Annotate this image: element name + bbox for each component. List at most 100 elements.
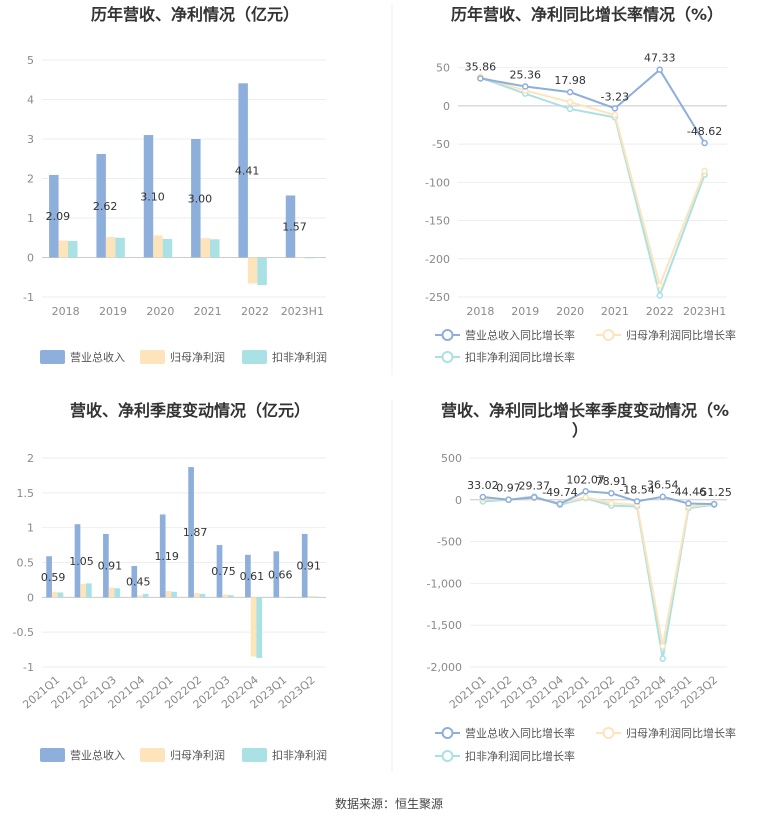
legend-label: 归母净利润	[170, 350, 225, 364]
bar-net-profit	[153, 235, 163, 258]
y-tick-label: 1	[27, 212, 34, 225]
x-tick-label: 2023H1	[281, 305, 324, 318]
bar-value-label: 0.75	[211, 565, 236, 578]
series-point-1	[608, 499, 615, 507]
data-source-note: 数据来源：恒生聚源	[335, 796, 443, 811]
bar-net-profit	[105, 236, 116, 258]
bar-value-label: 1.57	[282, 220, 307, 233]
y-tick-label: 0	[455, 494, 462, 507]
series-line-1	[480, 75, 706, 289]
bar-deducted-profit	[68, 240, 78, 258]
x-tick-label: 2019	[99, 305, 127, 318]
bar-net-profit	[247, 257, 258, 284]
bar-revenue	[238, 83, 248, 258]
bar-value-label: 1.05	[69, 555, 94, 568]
series-point-0	[531, 494, 538, 501]
y-tick-label: 4	[27, 94, 34, 107]
legend-marker	[602, 329, 615, 341]
legend-marker	[441, 750, 454, 762]
bar-net-profit	[250, 597, 257, 657]
point-value-label: 25.36	[510, 68, 542, 81]
series-line-1	[482, 496, 715, 647]
legend-label: 营业总收入	[70, 350, 125, 364]
point-value-label: 0.97	[496, 482, 521, 495]
bar-revenue	[96, 154, 106, 258]
series-point-1	[659, 642, 666, 650]
bar-net-profit	[165, 591, 172, 598]
bar-deducted-profit	[284, 597, 291, 598]
y-tick-label: -1	[23, 291, 34, 304]
series-point-2	[656, 292, 663, 299]
y-tick-label: -150	[425, 215, 450, 228]
bar-value-label: 0.91	[98, 560, 123, 573]
legend-marker	[441, 351, 454, 363]
series-point-1	[656, 282, 663, 289]
bar-net-profit	[137, 595, 143, 598]
bar-value-label: 3.00	[188, 192, 213, 205]
chart1-title: 历年营收、净利情况（亿元）	[91, 5, 299, 24]
y-tick-label: 0	[27, 252, 34, 265]
chart2-title: 历年营收、净利同比增长率情况（%）	[451, 5, 723, 24]
chart2-growth-annual: 50 0 -50 -100 -150 -200 -250 2018 2019 2020 2021 20…	[425, 52, 736, 364]
y-tick-label: -1,500	[427, 619, 462, 632]
series-line-0	[480, 68, 706, 144]
bar-value-label: 2.62	[93, 200, 118, 213]
bar-value-label: 0.59	[41, 571, 66, 584]
bar-revenue	[159, 514, 166, 598]
bar-revenue	[103, 533, 109, 598]
point-value-label: 29.37	[519, 479, 551, 492]
legend-label: 扣非净利润同比增长率	[465, 350, 575, 364]
x-tick-label: 2021	[194, 305, 222, 318]
bar-revenue	[46, 556, 52, 598]
legend-label: 扣非净利润同比增长率	[465, 749, 575, 763]
point-value-label: 35.86	[465, 60, 497, 73]
legend-label: 归母净利润	[170, 748, 225, 762]
series-point-1	[566, 98, 574, 106]
chart3-title: 营收、净利季度变动情况（亿元）	[70, 401, 310, 420]
chart4-growth-quarterly: 5000-500-1,000-1,500-2,0002021Q12021Q220…	[427, 452, 736, 763]
point-value-label: -3.23	[601, 90, 629, 103]
series-point-1	[582, 494, 589, 501]
point-value-label: 33.02	[467, 479, 499, 492]
bar-net-profit	[193, 593, 200, 598]
bar-value-label: 0.45	[126, 576, 151, 589]
y-tick-label: -0.5	[13, 626, 34, 639]
point-value-label: -48.62	[687, 125, 722, 138]
series-point-2	[566, 105, 574, 113]
chart4-title-cont: ）	[572, 421, 588, 440]
bar-deducted-profit	[162, 238, 173, 258]
y-tick-label: 0	[27, 591, 34, 604]
legend-label: 营业总收入同比增长率	[465, 328, 575, 342]
y-tick-label: -1	[23, 661, 34, 674]
legend-label: 归母净利润同比增长率	[626, 726, 736, 740]
point-value-label: 17.98	[554, 74, 586, 87]
series-point-0	[582, 488, 589, 495]
bar-revenue	[216, 545, 223, 598]
y-tick-label: -250	[425, 291, 450, 304]
series-line-2	[482, 495, 715, 659]
y-tick-label: 500	[441, 452, 462, 465]
y-tick-label: -1,000	[427, 577, 462, 590]
y-tick-label: 2	[27, 452, 34, 465]
series-point-0	[701, 139, 708, 147]
bar-revenue	[191, 139, 201, 258]
bar-value-label: 4.41	[235, 164, 260, 177]
point-value-label: 102.07	[566, 473, 605, 486]
bar-net-profit	[58, 240, 69, 258]
y-tick-label: 50	[436, 62, 450, 75]
y-tick-label: -50	[432, 138, 450, 151]
y-tick-label: 1.5	[17, 487, 35, 500]
series-point-0	[685, 500, 692, 507]
x-tick-label: 2018	[52, 305, 80, 318]
bar-revenue	[245, 554, 251, 598]
series-point-0	[611, 105, 619, 112]
legend-marker	[602, 727, 615, 739]
bar-revenue	[273, 551, 280, 598]
legend-marker	[441, 329, 454, 341]
y-tick-label: 0.5	[17, 557, 35, 570]
bar-value-label: 1.19	[154, 550, 179, 563]
legend-marker	[441, 727, 454, 739]
bar-deducted-profit	[142, 593, 149, 598]
bar-net-profit	[80, 584, 87, 598]
